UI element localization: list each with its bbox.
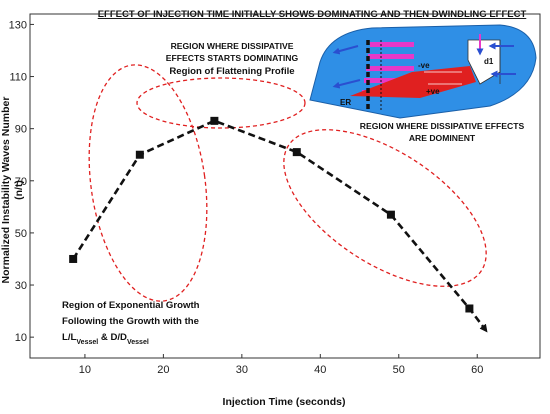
y-tick-label: 30 <box>15 280 27 292</box>
y-tick-label: 70 <box>15 176 27 188</box>
region-ellipses <box>88 64 487 302</box>
data-point <box>69 254 78 263</box>
schematic-inset: -ve +ve d1 ER <box>309 24 537 119</box>
x-tick-label: 50 <box>393 364 405 376</box>
x-tick-label: 40 <box>314 364 326 376</box>
series-line <box>72 119 488 333</box>
y-axis-ticks: 10 30 50 70 90 110 130 <box>9 19 34 344</box>
flattening-annotation-line-3: Region of Flattening Profile <box>169 66 294 77</box>
inset-flow-arrow-left <box>332 79 361 89</box>
y-tick-label: 50 <box>15 228 27 240</box>
inset-stripe <box>366 66 414 71</box>
x-axis-title: Injection Time (seconds) <box>223 396 346 408</box>
inset-label-d1: d1 <box>484 57 494 66</box>
y-tick-label: 10 <box>15 332 27 344</box>
data-point <box>135 150 144 159</box>
ratio-join: & D/D <box>98 332 127 343</box>
y-tick-label: 130 <box>9 19 27 31</box>
x-tick-label: 20 <box>157 364 169 376</box>
x-tick-label: 60 <box>471 364 483 376</box>
growth-annotation-line-2: Following the Growth with the <box>62 316 199 327</box>
y-axis-title-unit: (n/t) <box>13 180 25 200</box>
x-tick-label: 10 <box>79 364 91 376</box>
data-point <box>292 148 301 157</box>
growth-annotation-line-3: L/LVessel & D/DVessel <box>62 332 149 346</box>
y-axis-title: Normalized Instability Waves Number <box>0 97 12 284</box>
flattening-annotation-line-1: REGION WHERE DISSIPATIVE <box>171 41 294 51</box>
plot-frame <box>29 13 541 359</box>
inset-stripe <box>368 54 414 59</box>
ratio-diameter-sub: Vessel <box>127 339 149 346</box>
inset-label-er: ER <box>340 98 351 107</box>
growth-region-ellipse <box>88 64 208 302</box>
dominant-annotation-line-2: ARE DOMINENT <box>409 133 476 143</box>
y-tick-label: 110 <box>9 72 27 84</box>
dominant-annotation-line-1: REGION WHERE DISSIPATIVE EFFECTS <box>360 121 525 131</box>
dominant-region-ellipse <box>283 129 487 287</box>
inset-flow-arrow-left <box>332 45 359 55</box>
ratio-length: L/L <box>62 332 77 343</box>
data-point <box>386 210 395 219</box>
flattening-annotation-line-2: EFFECTS STARTS DOMINATING <box>166 53 299 63</box>
inset-label-negative: -ve <box>418 61 430 70</box>
inset-stripe <box>370 42 414 47</box>
y-tick-label: 90 <box>15 124 27 136</box>
x-tick-label: 30 <box>236 364 248 376</box>
flattening-region-ellipse <box>136 77 306 129</box>
x-axis-ticks: 10 20 30 40 50 60 <box>79 354 483 376</box>
inset-label-positive: +ve <box>426 87 440 96</box>
data-point <box>465 304 474 313</box>
ratio-length-sub: Vessel <box>76 339 98 346</box>
inset-stripe <box>364 78 414 83</box>
data-point <box>210 116 219 125</box>
growth-annotation-line-1: Region of Exponential Growth <box>62 300 200 311</box>
series-layer <box>69 116 488 333</box>
